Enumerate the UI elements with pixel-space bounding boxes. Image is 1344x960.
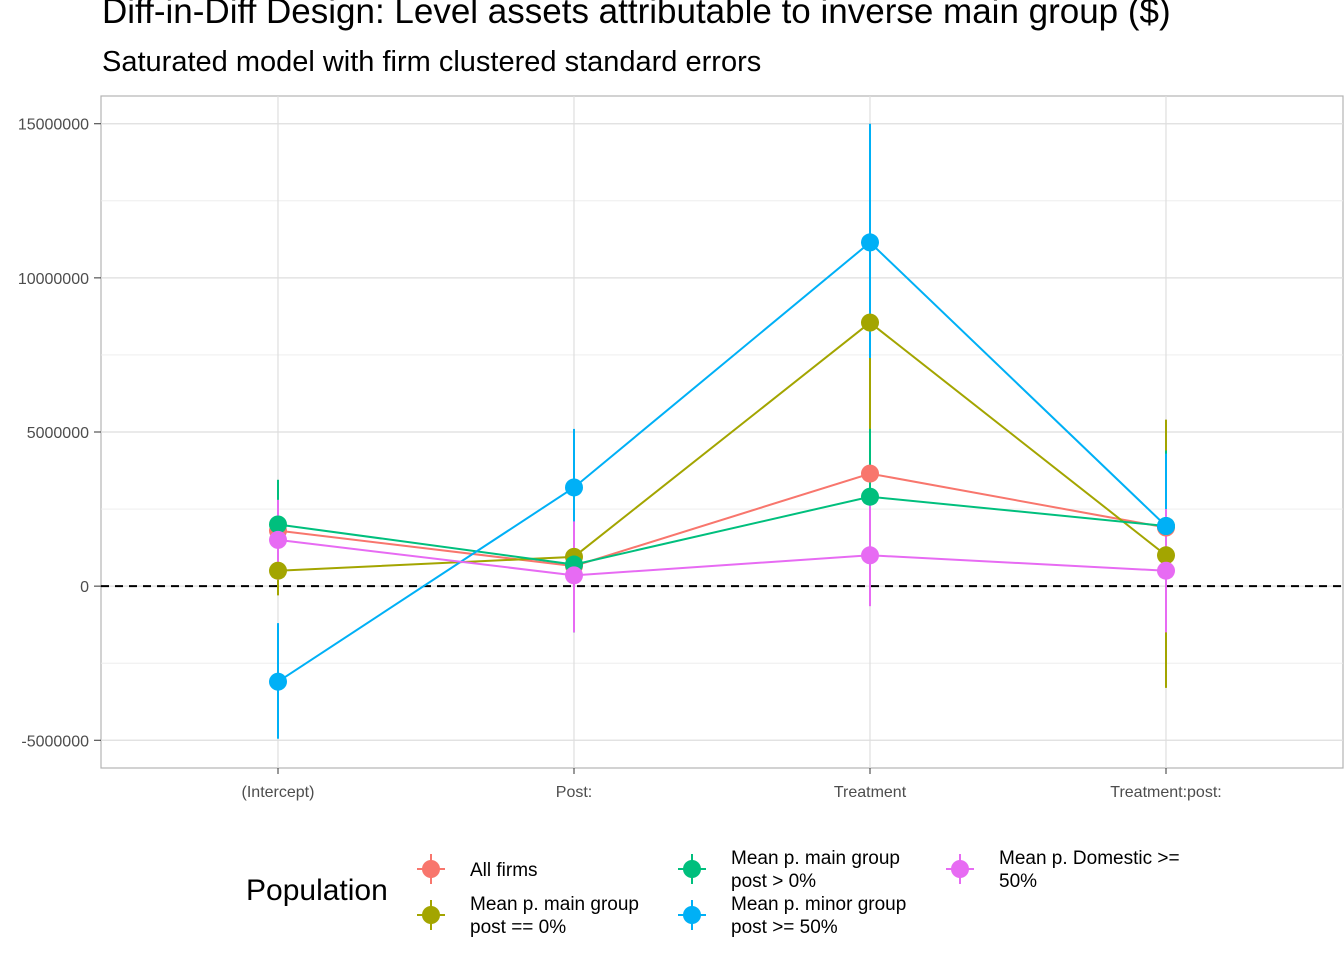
x-tick-label: (Intercept) <box>242 784 315 801</box>
data-point <box>861 546 879 565</box>
legend-label: Mean p. Domestic >= 50% <box>999 848 1180 892</box>
x-tick-label: Post: <box>556 784 592 801</box>
data-point <box>861 464 879 483</box>
series-line <box>277 538 1167 577</box>
legend-key-all-firms <box>417 854 445 884</box>
legend-key-point <box>951 860 969 878</box>
legend-label: Mean p. minor group post >= 50% <box>731 894 907 938</box>
data-point <box>565 566 583 585</box>
data-point <box>269 515 287 534</box>
legend-label: Mean p. main group post == 0% <box>470 894 639 938</box>
x-axis: (Intercept) Post: Treatment Treatment:post: <box>242 768 1222 801</box>
data-point <box>565 478 583 497</box>
legend-key-main-group-post-positive <box>678 854 706 884</box>
x-tick-label: Treatment:post: <box>1110 784 1221 801</box>
series-points <box>269 233 1175 691</box>
series-lines <box>277 241 1167 683</box>
y-tick-label: -5000000 <box>21 733 89 750</box>
data-point <box>1157 546 1175 565</box>
y-tick-label: 15000000 <box>18 117 89 134</box>
y-tick-label: 5000000 <box>27 425 89 442</box>
data-point <box>1157 561 1175 580</box>
chart-title: Diff-in-Diff Design: Level assets attrib… <box>102 0 1171 31</box>
data-point <box>1157 517 1175 536</box>
x-tick-label: Treatment <box>834 784 907 801</box>
legend-label: Mean p. main group post > 0% <box>731 848 900 892</box>
data-point <box>861 313 879 332</box>
series-line <box>277 321 1167 572</box>
legend-label: All firms <box>470 860 538 881</box>
series-group <box>269 123 1175 739</box>
data-point <box>269 672 287 691</box>
y-axis: 15000000 10000000 5000000 0 -5000000 <box>18 117 101 750</box>
data-point <box>269 530 287 549</box>
legend-key-point <box>422 906 440 924</box>
chart-subtitle: Saturated model with firm clustered stan… <box>102 46 762 78</box>
legend-key-point <box>683 860 701 878</box>
series-line <box>277 495 1167 566</box>
y-tick-label: 0 <box>80 579 89 596</box>
data-point <box>861 487 879 506</box>
series-line <box>277 241 1167 683</box>
data-point <box>861 233 879 252</box>
y-tick-label: 10000000 <box>18 271 89 288</box>
legend-key-point <box>422 860 440 878</box>
legend-key-point <box>683 906 701 924</box>
data-point <box>269 561 287 580</box>
series-line <box>277 472 1167 568</box>
legend-key-domestic-50 <box>946 854 974 884</box>
legend-key-main-group-post-zero <box>417 900 445 930</box>
legend-key-minor-group-post-50 <box>678 900 706 930</box>
legend-title: Population <box>246 874 388 907</box>
